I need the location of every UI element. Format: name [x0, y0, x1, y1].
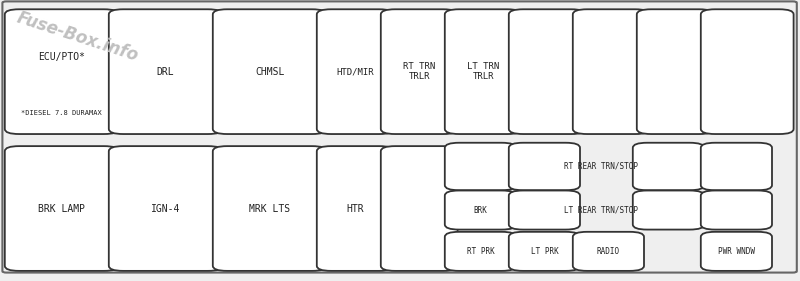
FancyBboxPatch shape	[701, 191, 772, 230]
Text: *DIESEL 7.8 DURAMAX: *DIESEL 7.8 DURAMAX	[22, 110, 102, 116]
FancyBboxPatch shape	[509, 191, 580, 230]
FancyBboxPatch shape	[701, 9, 794, 134]
FancyBboxPatch shape	[381, 146, 458, 271]
Text: BRK LAMP: BRK LAMP	[38, 203, 85, 214]
FancyBboxPatch shape	[445, 232, 516, 271]
FancyBboxPatch shape	[509, 9, 586, 134]
FancyBboxPatch shape	[701, 232, 772, 271]
Text: MRK LTS: MRK LTS	[249, 203, 290, 214]
Text: BRK: BRK	[474, 205, 487, 215]
FancyBboxPatch shape	[5, 146, 118, 271]
FancyBboxPatch shape	[509, 232, 580, 271]
Text: CHMSL: CHMSL	[255, 67, 284, 77]
FancyBboxPatch shape	[5, 9, 118, 134]
FancyBboxPatch shape	[445, 143, 516, 190]
FancyBboxPatch shape	[445, 191, 516, 230]
Text: HTR: HTR	[346, 203, 364, 214]
Text: IGN-4: IGN-4	[151, 203, 180, 214]
FancyBboxPatch shape	[633, 143, 704, 190]
FancyBboxPatch shape	[317, 146, 394, 271]
FancyBboxPatch shape	[213, 146, 326, 271]
FancyBboxPatch shape	[2, 1, 797, 273]
FancyBboxPatch shape	[213, 9, 326, 134]
Text: PWR WNDW: PWR WNDW	[718, 247, 755, 256]
FancyBboxPatch shape	[317, 9, 394, 134]
FancyBboxPatch shape	[381, 9, 458, 134]
Text: DRL: DRL	[157, 67, 174, 77]
FancyBboxPatch shape	[701, 143, 772, 190]
Text: RT PRK: RT PRK	[466, 247, 494, 256]
Text: ECU/PTO*: ECU/PTO*	[38, 53, 85, 62]
Text: RADIO: RADIO	[597, 247, 620, 256]
Text: LT TRN
TRLR: LT TRN TRLR	[467, 62, 499, 81]
FancyBboxPatch shape	[637, 9, 714, 134]
FancyBboxPatch shape	[509, 143, 580, 190]
Text: LT PRK: LT PRK	[530, 247, 558, 256]
Text: LT REAR TRN/STOP: LT REAR TRN/STOP	[565, 205, 638, 215]
FancyBboxPatch shape	[109, 9, 222, 134]
Text: RT TRN
TRLR: RT TRN TRLR	[403, 62, 435, 81]
Text: HTD/MIR: HTD/MIR	[336, 67, 374, 76]
FancyBboxPatch shape	[633, 191, 704, 230]
Text: Fuse-Box.info: Fuse-Box.info	[14, 8, 141, 65]
FancyBboxPatch shape	[445, 9, 522, 134]
FancyBboxPatch shape	[573, 232, 644, 271]
Text: RT REAR TRN/STOP: RT REAR TRN/STOP	[565, 162, 638, 171]
FancyBboxPatch shape	[573, 9, 650, 134]
FancyBboxPatch shape	[109, 146, 222, 271]
